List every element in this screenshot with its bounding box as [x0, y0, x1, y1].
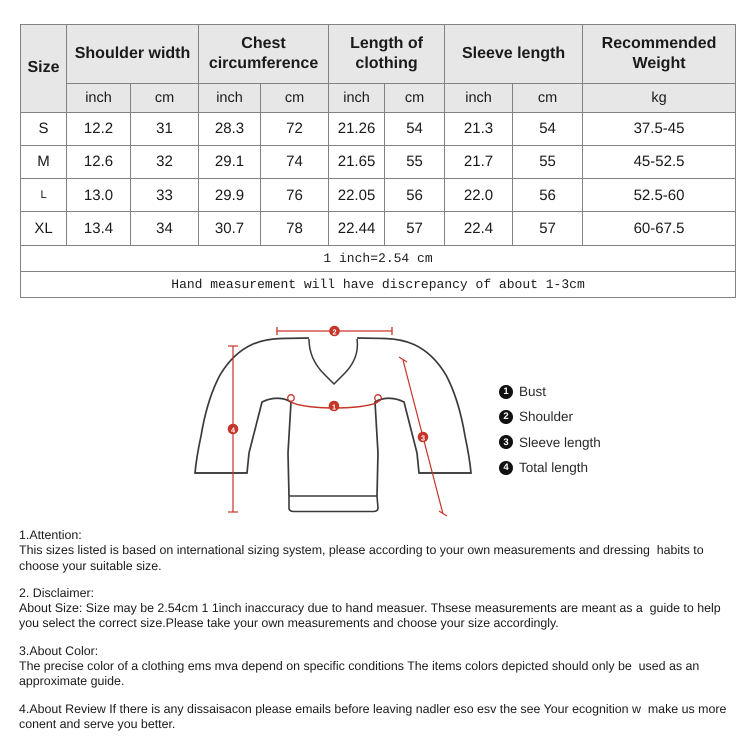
svg-text:2: 2 — [332, 327, 336, 336]
svg-text:3: 3 — [421, 433, 425, 442]
svg-text:1: 1 — [332, 402, 336, 411]
svg-text:4: 4 — [231, 425, 236, 434]
